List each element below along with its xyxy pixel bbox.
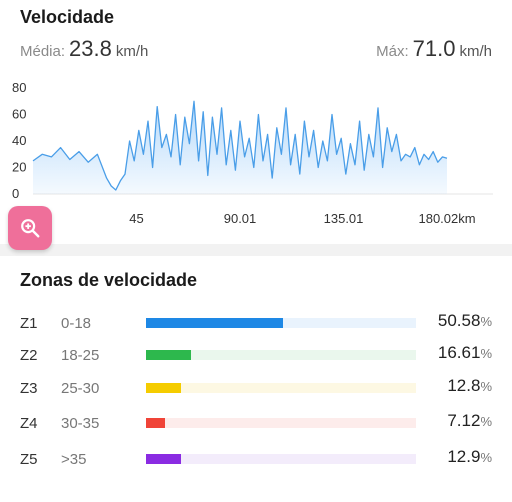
x-tick-label: 180.02km <box>418 211 475 226</box>
zone-percent-value: 12.8 <box>447 376 481 395</box>
y-tick-label: 40 <box>12 133 26 148</box>
zone-name: Z3 <box>20 380 38 397</box>
y-tick-label: 20 <box>12 160 26 175</box>
zone-bar-track <box>146 454 416 464</box>
zone-percent-value: 7.12 <box>447 411 481 430</box>
zone-row-z4: Z4 30-35 7.12% <box>0 410 512 438</box>
zone-bar-fill <box>146 418 166 428</box>
max-speed-unit: km/h <box>459 43 492 60</box>
speed-title: Velocidade <box>20 7 115 27</box>
zone-bar-track <box>146 418 416 428</box>
speed-line <box>32 100 448 191</box>
y-tick-label: 60 <box>12 107 26 122</box>
zone-range: >35 <box>61 451 87 468</box>
x-tick-label: 45 <box>129 211 143 226</box>
zone-range: 18-25 <box>61 347 100 364</box>
zone-name: Z1 <box>20 315 38 332</box>
zone-bar-fill <box>146 350 191 360</box>
speed-area <box>33 101 447 194</box>
percent-sign: % <box>480 414 492 429</box>
zone-name: Z2 <box>20 347 38 364</box>
zone-percent-value: 50.58 <box>437 311 481 330</box>
average-speed-label: Média: <box>20 43 66 60</box>
zone-bar-track <box>146 383 416 393</box>
zone-name: Z4 <box>20 415 38 432</box>
zone-bar-track <box>146 350 416 360</box>
zone-row-z1: Z1 0-18 50.58% <box>0 310 512 338</box>
zone-percent: 16.61% <box>438 343 492 363</box>
zone-percent-value: 16.61 <box>437 343 481 362</box>
zone-percent-value: 12.9 <box>447 447 481 466</box>
zone-range: 30-35 <box>61 415 100 432</box>
percent-sign: % <box>480 379 492 394</box>
max-speed: Máx: 71.0 km/h <box>376 36 492 62</box>
zone-range: 25-30 <box>61 380 100 397</box>
max-speed-label: Máx: <box>376 43 409 60</box>
zone-row-z5: Z5 >35 12.9% <box>0 446 512 474</box>
zoom-button[interactable] <box>8 206 52 250</box>
speed-zones-card: Zonas de velocidade Z1 0-18 50.58% Z2 18… <box>0 256 512 502</box>
zone-bar-track <box>146 318 416 328</box>
zone-bar-fill <box>146 383 181 393</box>
zone-percent: 12.9% <box>447 447 492 467</box>
y-tick-label: 80 <box>12 80 26 95</box>
zone-row-z2: Z2 18-25 16.61% <box>0 342 512 370</box>
x-tick-label: 90.01 <box>224 211 257 226</box>
average-speed-value: 23.8 <box>69 36 112 61</box>
percent-sign: % <box>480 346 492 361</box>
average-speed-unit: km/h <box>115 43 149 60</box>
speed-zones-title: Zonas de velocidade <box>20 270 198 290</box>
x-tick-label: 135.01 <box>324 211 364 226</box>
percent-sign: % <box>480 450 492 465</box>
zone-percent: 12.8% <box>447 376 492 396</box>
zoom-in-icon <box>21 219 40 238</box>
zone-range: 0-18 <box>61 315 92 332</box>
zone-bar-fill <box>146 454 181 464</box>
zone-row-z3: Z3 25-30 12.8% <box>0 375 512 403</box>
speed-card: Velocidade Média: 23.8 km/h Máx: 71.0 km/h 0… <box>0 0 512 250</box>
zone-percent: 50.58% <box>438 311 492 331</box>
zone-name: Z5 <box>20 451 38 468</box>
max-speed-value: 71.0 <box>412 36 456 61</box>
zone-percent: 7.12% <box>447 411 492 431</box>
percent-sign: % <box>480 314 492 329</box>
y-tick-label: 0 <box>12 186 19 201</box>
average-speed: Média: 23.8 km/h <box>20 36 148 62</box>
zone-bar-fill <box>146 318 283 328</box>
